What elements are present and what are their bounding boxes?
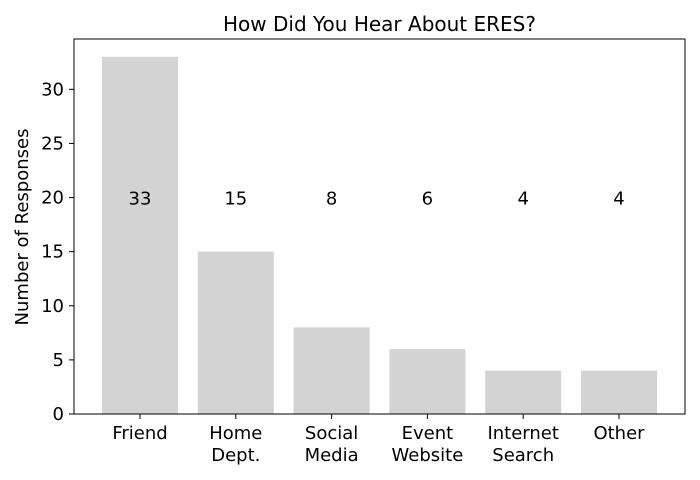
bar-3 <box>293 327 370 414</box>
data-label-6: 4 <box>613 189 624 210</box>
x-tick-label-4: Event Website <box>392 423 464 466</box>
bar-4 <box>389 349 466 414</box>
data-label-3: 8 <box>326 189 337 210</box>
y-tick-label-1: 0 <box>53 404 64 425</box>
chart-title: How Did You Hear About ERES? <box>223 12 536 36</box>
bar-5 <box>485 370 562 414</box>
y-tick-label-7: 30 <box>41 79 64 100</box>
y-tick-label-5: 20 <box>41 188 64 209</box>
y-tick-label-4: 15 <box>41 242 64 263</box>
y-tick-label-3: 10 <box>41 296 64 317</box>
bar-6 <box>581 370 657 414</box>
data-label-2: 15 <box>224 189 247 210</box>
plot-frame <box>73 38 686 415</box>
y-tick-label-2: 5 <box>53 350 64 371</box>
x-tick-label-3: Social Media <box>305 423 359 466</box>
x-tick-label-6: Other <box>593 423 645 444</box>
data-label-1: 33 <box>129 189 152 210</box>
y-axis-label: Number of Responses <box>12 129 33 326</box>
y-ticks-layer: 0 5 10 15 20 25 30 <box>41 79 74 425</box>
x-tick-label-2: Home Dept. <box>209 423 262 466</box>
data-label-5: 4 <box>517 189 528 210</box>
data-labels-layer: 33 15 8 6 4 4 <box>129 189 625 210</box>
y-tick-label-6: 25 <box>41 133 64 154</box>
x-tick-label-5: Internet Search <box>487 423 558 466</box>
x-ticks-layer: Friend Home Dept. Social Media Event Website In… <box>112 414 645 466</box>
data-label-4: 6 <box>422 189 433 210</box>
bar-2 <box>197 251 274 414</box>
bar-1 <box>102 56 178 415</box>
bars-layer <box>102 56 657 415</box>
x-tick-label-1: Friend <box>112 423 167 444</box>
